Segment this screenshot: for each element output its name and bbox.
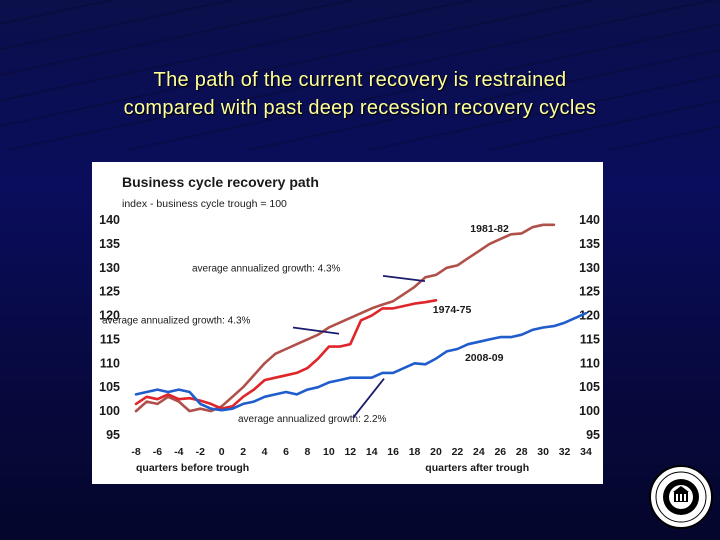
series-line-1981-82 bbox=[134, 223, 556, 413]
x-tick-label: 28 bbox=[516, 446, 528, 458]
slide-title: The path of the current recovery is rest… bbox=[0, 66, 720, 122]
chart-panel: Business cycle recovery path index - bus… bbox=[92, 162, 603, 484]
y-tick-label-left: 95 bbox=[106, 428, 120, 442]
y-tick-label-left: 130 bbox=[99, 261, 120, 275]
recovery-path-chart: Business cycle recovery path index - bus… bbox=[99, 174, 600, 474]
series-label-2008-09: 2008-09 bbox=[465, 352, 504, 364]
chart-title: Business cycle recovery path bbox=[122, 174, 319, 190]
x-tick-label: 30 bbox=[537, 446, 549, 458]
y-tick-label-left: 115 bbox=[100, 332, 120, 346]
annotation-growth-2008: average annualized growth: 2.2% bbox=[238, 414, 387, 425]
federal-reserve-seal-icon bbox=[649, 465, 713, 529]
y-tick-label-right: 105 bbox=[579, 380, 600, 394]
slide-title-line-1: The path of the current recovery is rest… bbox=[153, 69, 567, 91]
x-tick-label: 10 bbox=[323, 446, 335, 458]
annotation-connector-1974 bbox=[292, 326, 340, 335]
x-tick-label: 34 bbox=[580, 446, 592, 458]
x-tick-label: 18 bbox=[409, 446, 421, 458]
x-tick-label: 6 bbox=[283, 446, 289, 458]
y-tick-label-left: 100 bbox=[99, 404, 120, 418]
x-tick-label: 24 bbox=[473, 446, 485, 458]
y-tick-label-left: 120 bbox=[99, 309, 120, 323]
series-label-1981-82: 1981-82 bbox=[470, 223, 509, 235]
x-tick-label: 22 bbox=[452, 446, 464, 458]
x-tick-label: -4 bbox=[174, 446, 183, 458]
y-tick-label-right: 140 bbox=[579, 213, 600, 227]
y-tick-label-right: 125 bbox=[579, 285, 600, 299]
y-tick-label-right: 120 bbox=[579, 309, 600, 323]
y-tick-label-right: 135 bbox=[579, 237, 600, 251]
y-tick-label-right: 110 bbox=[580, 356, 600, 370]
series-line-2008-09 bbox=[134, 311, 588, 412]
x-tick-label: 12 bbox=[344, 446, 356, 458]
y-tick-label-left: 140 bbox=[99, 213, 120, 227]
annotation-connector-1981 bbox=[382, 275, 426, 283]
y-tick-label-left: 135 bbox=[99, 237, 120, 251]
x-tick-label: 16 bbox=[387, 446, 399, 458]
x-tick-label: 26 bbox=[494, 446, 506, 458]
x-tick-label: 0 bbox=[219, 446, 225, 458]
y-tick-label-right: 130 bbox=[579, 261, 600, 275]
slide-title-line-2: compared with past deep recession recove… bbox=[123, 97, 597, 119]
x-tick-label: 4 bbox=[262, 446, 268, 458]
x-tick-label: 2 bbox=[240, 446, 246, 458]
x-tick-label: -8 bbox=[131, 446, 140, 458]
x-tick-label: -6 bbox=[153, 446, 162, 458]
y-tick-label-left: 110 bbox=[100, 356, 120, 370]
x-tick-label: 32 bbox=[559, 446, 571, 458]
x-axis-label-right: quarters after trough bbox=[425, 462, 529, 474]
x-tick-label: 8 bbox=[305, 446, 311, 458]
series-line-1974-75 bbox=[134, 299, 438, 410]
x-tick-label: 14 bbox=[366, 446, 378, 458]
annotation-connector-2008 bbox=[352, 378, 385, 419]
chart-subtitle: index - business cycle trough = 100 bbox=[122, 198, 287, 210]
annotation-growth-1974: average annualized growth: 4.3% bbox=[102, 316, 251, 327]
y-tick-label-right: 95 bbox=[586, 428, 600, 442]
x-tick-label: -2 bbox=[196, 446, 205, 458]
y-tick-label-right: 115 bbox=[580, 332, 600, 346]
series-label-1974-75: 1974-75 bbox=[433, 304, 472, 316]
x-axis-label-left: quarters before trough bbox=[136, 462, 249, 474]
annotation-growth-1981: average annualized growth: 4.3% bbox=[192, 264, 341, 275]
y-tick-label-left: 105 bbox=[99, 380, 120, 394]
y-tick-label-left: 125 bbox=[99, 285, 120, 299]
y-tick-label-right: 100 bbox=[579, 404, 600, 418]
x-tick-label: 20 bbox=[430, 446, 442, 458]
